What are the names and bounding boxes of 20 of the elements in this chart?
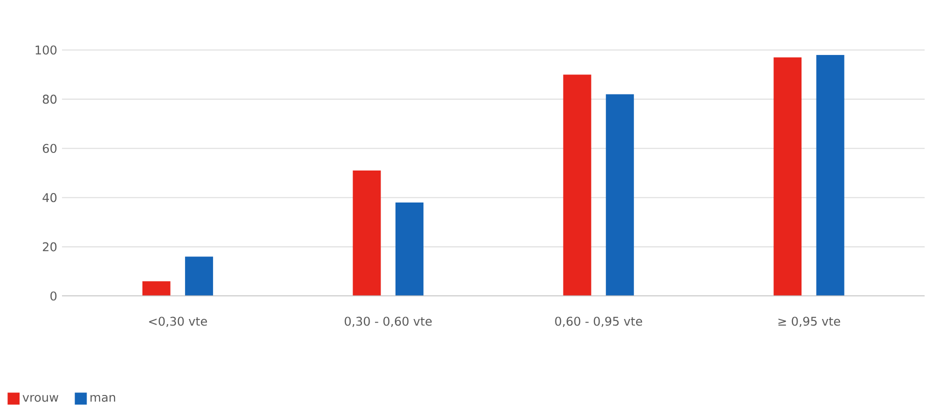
y-tick-label: 0 [50, 291, 56, 301]
bar [395, 202, 424, 296]
y-tick-label: 40 [42, 193, 56, 202]
legend-label: man [90, 394, 116, 402]
bar [774, 57, 802, 296]
legend-label: vrouw [22, 394, 58, 402]
y-tick-label: 80 [42, 94, 56, 104]
x-tick-label: ≥ 0,95 vte [778, 316, 840, 328]
x-tick-label: 0,60 - 0,95 vte [555, 316, 642, 328]
x-tick-label: 0,30 - 0,60 vte [344, 316, 432, 328]
x-tick-label: <0,30 vte [149, 316, 207, 328]
y-tick-label: 100 [36, 45, 56, 55]
bar [142, 281, 170, 296]
bar [185, 256, 214, 296]
bar [816, 54, 844, 296]
y-tick-label: 60 [42, 144, 56, 153]
bar [606, 94, 634, 296]
y-tick-label: 20 [42, 242, 56, 252]
bar [352, 170, 381, 296]
bar [563, 74, 592, 296]
